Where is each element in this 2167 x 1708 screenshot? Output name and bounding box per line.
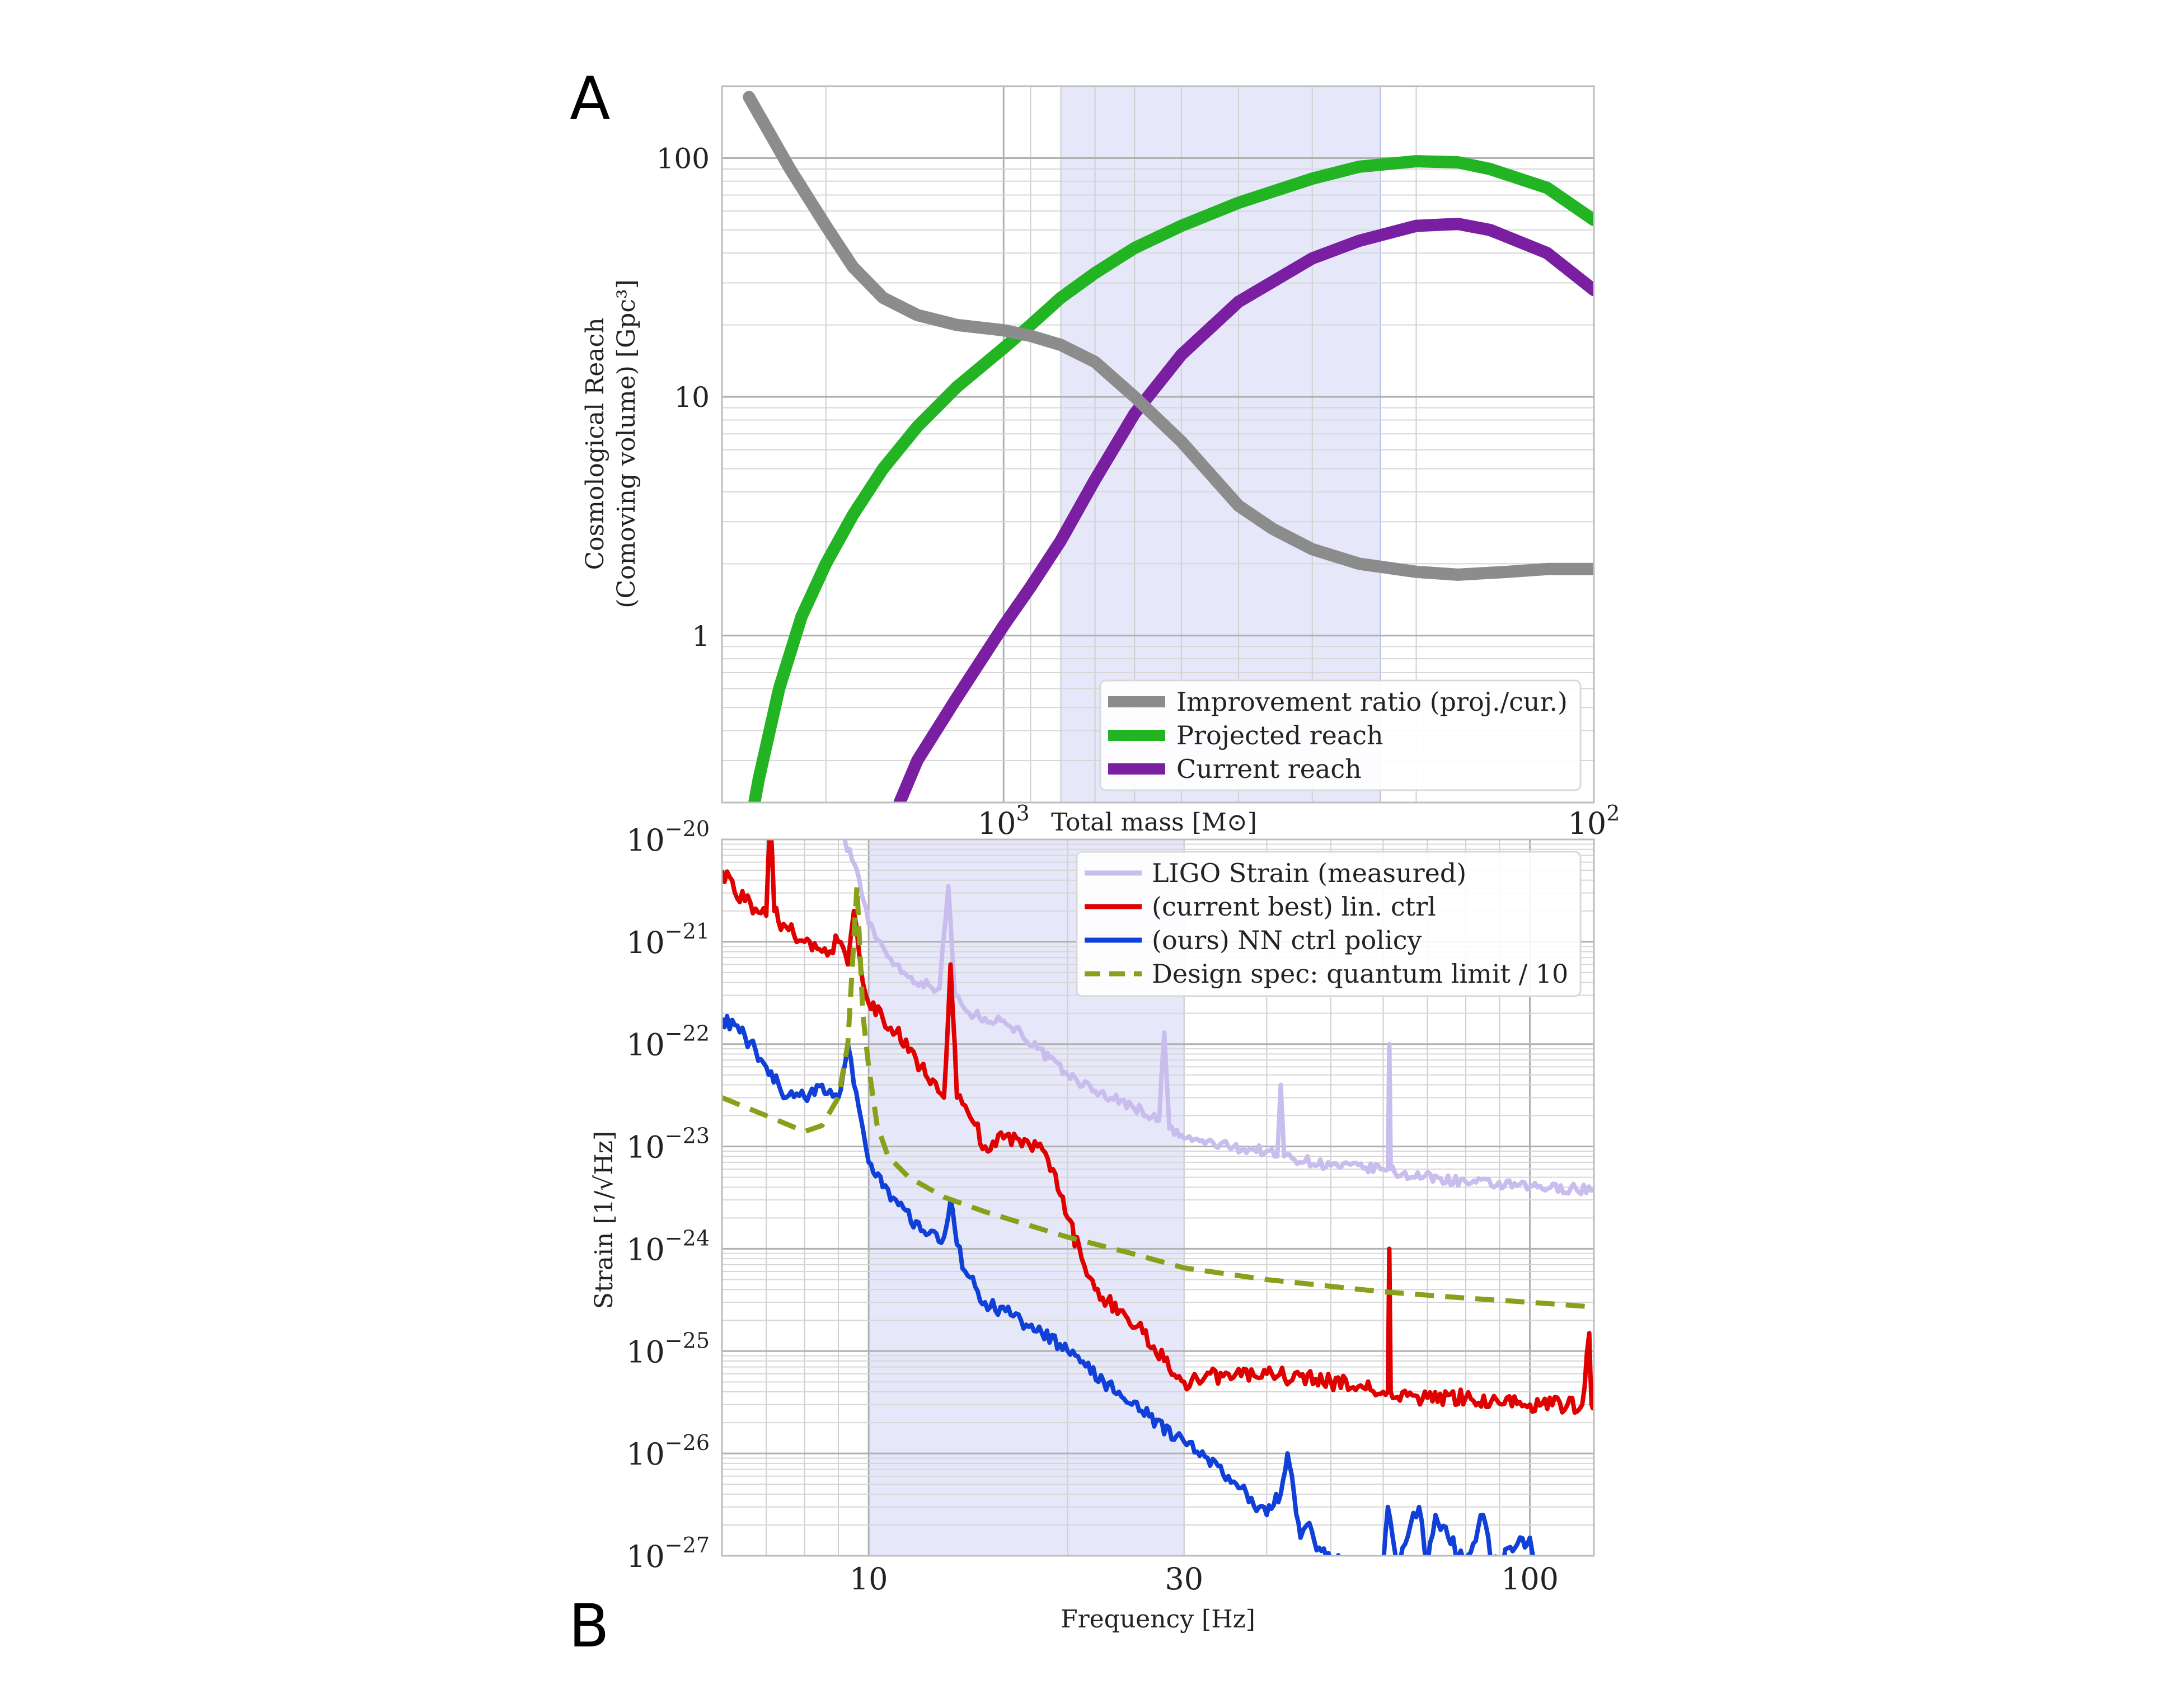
panel-a-legend-label-1: Projected reach: [1176, 720, 1383, 750]
panel-a-y-tick-labels: 1 10 100: [656, 142, 710, 652]
panel-a-y-axis-label-2: (Comoving volume) [Gpc³]: [612, 279, 641, 608]
panel-a-x-axis-label: Total mass [M⊙]: [1051, 808, 1257, 837]
panel-a-y-axis-label-line2: (Comoving volume) [Gpc³]: [612, 279, 641, 608]
panel-b-series-line-0: [842, 839, 1594, 1196]
panel-b-x-tick-2: 100: [1501, 1561, 1559, 1597]
panel-a-legend-label-2: Current reach: [1176, 754, 1362, 784]
panel-a-legend: Improvement ratio (proj./cur.)Projected …: [1099, 679, 1582, 791]
panel-a-y-tick-0: 1: [692, 620, 710, 653]
panel-b-y-tick-5: 10−25: [626, 1328, 710, 1369]
panel-b-y-tick-2: 10−22: [626, 1021, 710, 1063]
panel-a-series-line-0: [743, 91, 1594, 581]
panel-b-y-tick-3: 10−23: [626, 1124, 710, 1165]
panel-b-legend: LIGO Strain (measured)(current best) lin…: [1076, 851, 1582, 997]
panel-b-x-tick-labels: 10 30 100: [850, 1561, 1559, 1597]
panel-a-letter: A: [570, 64, 611, 133]
panel-b-y-tick-7: 10−27: [626, 1533, 710, 1574]
panel-b-legend-box: [1076, 851, 1582, 997]
panel-a-frame: [721, 85, 1595, 804]
panel-b: B 10−2010−2110−2210−2310−2410−2510−2610−…: [569, 817, 1595, 1660]
panel-b-y-tick-4: 10−24: [626, 1226, 710, 1267]
panel-b-x-tick-1: 30: [1165, 1561, 1203, 1597]
panel-b-series-line-3: [722, 883, 1594, 1310]
panel-a-legend-box: [1099, 679, 1582, 791]
panel-a-series-line-2: [893, 218, 1594, 803]
panel-b-y-tick-6: 10−26: [626, 1430, 710, 1472]
panel-b-y-tick-labels: 10−20 10−21 10−22 10−23 10−24 10−25 10−26 10−27: [626, 817, 710, 1574]
panel-b-legend-label-2: (ours) NN ctrl policy: [1152, 925, 1422, 955]
panel-b-y-tick-0: 10−20: [626, 817, 710, 858]
panel-a-y-tick-1: 10: [674, 381, 710, 414]
panel-b-series: [722, 839, 1594, 1556]
panel-b-y-axis-label: Strain [1/√Hz]: [590, 1131, 618, 1309]
panel-b-y-tick-1: 10−21: [626, 919, 710, 960]
panel-a: A 1 10 100 103 102 Cosmological Reach (Como…: [570, 64, 1620, 841]
panel-a-series-line-1: [748, 155, 1594, 803]
panel-b-series-line-2: [722, 1013, 1536, 1556]
panel-b-letter: B: [569, 1592, 609, 1660]
panel-b-legend-label-3: Design spec: quantum limit / 10: [1152, 959, 1568, 989]
panel-b-x-axis-label: Frequency [Hz]: [1061, 1605, 1255, 1634]
panel-b-legend-label-1: (current best) lin. ctrl: [1152, 891, 1436, 922]
panel-b-series-line-1: [722, 839, 1594, 1415]
panel-a-x-tick-1: 102: [1568, 801, 1620, 841]
panel-a-x-tick-0: 103: [978, 801, 1030, 841]
panel-b-x-tick-0: 10: [850, 1561, 888, 1597]
panel-a-y-tick-2: 100: [656, 142, 710, 175]
panel-a-legend-label-0: Improvement ratio (proj./cur.): [1176, 687, 1568, 717]
panel-a-y-axis-label-line1: Cosmological Reach: [581, 317, 609, 570]
panel-a-y-axis-label: Cosmological Reach: [581, 317, 609, 570]
panel-a-x-tick-labels: 103 102: [978, 801, 1620, 841]
panel-b-frame: [721, 838, 1595, 1557]
panel-a-series: [743, 91, 1594, 803]
panel-b-legend-label-0: LIGO Strain (measured): [1152, 858, 1466, 888]
